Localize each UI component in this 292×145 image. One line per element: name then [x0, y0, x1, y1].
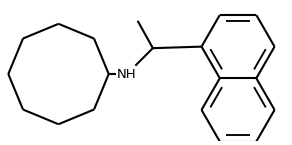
Text: NH: NH [117, 68, 137, 80]
